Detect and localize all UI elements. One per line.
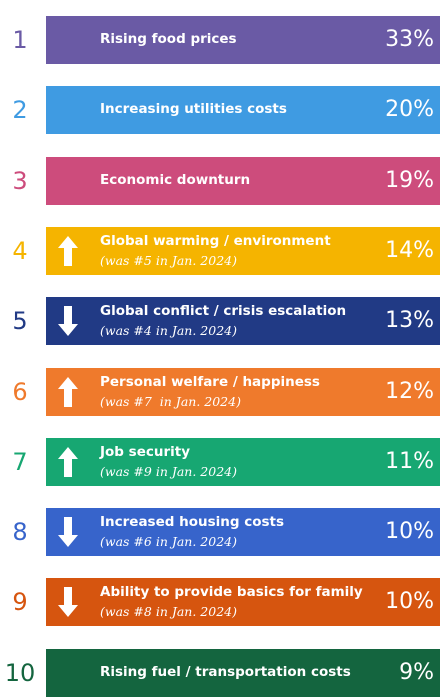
item-label: Economic downturn xyxy=(100,171,251,188)
item-bar: Job security (was #9 in Jan. 2024) 11% xyxy=(46,437,440,486)
item-label: Global conflict / crisis escalation xyxy=(100,303,347,320)
percent: 10% xyxy=(385,519,434,545)
arrow-shape xyxy=(58,306,78,337)
item-label: Job security xyxy=(100,443,191,460)
down-arrow xyxy=(58,517,78,548)
rank-number: 4 xyxy=(12,236,28,265)
rank-number: 2 xyxy=(12,96,28,125)
item-bar: Increasing utilities costs 20% xyxy=(46,86,440,135)
down-arrow xyxy=(58,587,78,618)
up-arrow xyxy=(58,376,78,407)
rank-number: 7 xyxy=(12,447,28,476)
arrow-shape xyxy=(58,376,78,407)
percent: 33% xyxy=(385,27,434,52)
arrow-shape xyxy=(58,517,78,548)
rank-number: 5 xyxy=(12,307,28,336)
rank-number: 8 xyxy=(12,518,28,547)
arrow-shape xyxy=(58,235,78,266)
item-note: (was #8 in Jan. 2024) xyxy=(100,604,237,620)
item-bar: Economic downturn 19% xyxy=(46,156,440,205)
item-label: Global warming / environment xyxy=(100,232,331,249)
item-note: (was #7 in Jan. 2024) xyxy=(100,393,241,409)
item-bar: Global warming / environment (was #5 in J… xyxy=(46,226,440,275)
rank-number: 10 xyxy=(4,658,36,687)
item-label: Rising food prices xyxy=(100,31,237,47)
percent: 13% xyxy=(385,308,434,334)
arrow-shape xyxy=(58,587,78,618)
item-label: Increasing utilities costs xyxy=(100,101,287,118)
rank-number: 1 xyxy=(12,26,28,54)
rank-number: 9 xyxy=(12,588,28,617)
arrow-shape xyxy=(58,446,78,477)
percent: 14% xyxy=(385,237,434,263)
rank-number: 6 xyxy=(12,377,28,406)
percent: 11% xyxy=(385,448,434,474)
item-label: Personal welfare / happiness xyxy=(100,373,320,390)
item-note: (was #9 in Jan. 2024) xyxy=(100,463,237,479)
item-bar: Rising fuel / transportation costs 9% xyxy=(46,648,440,697)
item-bar: Global conflict / crisis escalation (was … xyxy=(46,297,440,346)
item-note: (was #6 in Jan. 2024) xyxy=(100,534,237,550)
up-arrow xyxy=(58,235,78,266)
item-bar: Personal welfare / happiness (was #7 in J… xyxy=(46,367,440,416)
item-bar: Ability to provide basics for family (was… xyxy=(46,578,440,627)
percent: 19% xyxy=(385,167,434,193)
item-note: (was #5 in Jan. 2024) xyxy=(100,252,237,268)
up-arrow xyxy=(58,446,78,477)
percent: 12% xyxy=(385,378,434,404)
percent: 20% xyxy=(385,97,434,123)
item-label: Increased housing costs xyxy=(100,514,285,531)
percent: 10% xyxy=(385,589,434,615)
item-bar: Increased housing costs (was #6 in Jan. 2… xyxy=(46,508,440,557)
item-note: (was #4 in Jan. 2024) xyxy=(100,323,237,339)
percent: 9% xyxy=(399,659,434,685)
rank-number: 3 xyxy=(12,166,28,195)
item-label: Rising fuel / transportation costs xyxy=(100,663,351,680)
down-arrow xyxy=(58,306,78,337)
item-bar: Rising food prices 33% xyxy=(46,16,440,64)
item-label: Ability to provide basics for family xyxy=(100,584,363,601)
